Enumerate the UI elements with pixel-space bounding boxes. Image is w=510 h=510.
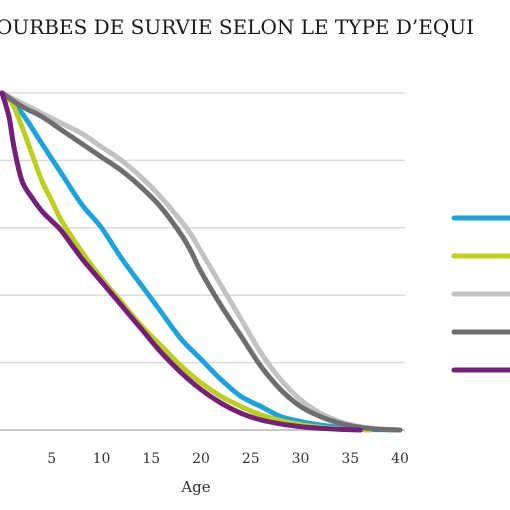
series-line-4 [0, 90, 403, 433]
x-tick-label: 30 [292, 451, 310, 467]
x-tick-label: 20 [192, 451, 210, 467]
chart-title: OURBES DE SURVIE SELON LE TYPE D’EQUI [0, 15, 474, 39]
series-line-3 [0, 90, 403, 433]
series-line-5 [0, 90, 363, 433]
x-tick-label: 15 [142, 451, 160, 467]
legend [451, 215, 510, 373]
gridlines [0, 92, 405, 431]
x-tick-labels: 5 10 15 20 25 30 35 40 [47, 451, 409, 467]
x-tick-label: 40 [391, 451, 409, 467]
x-tick-label: 5 [47, 451, 56, 467]
x-tick-label: 35 [341, 451, 359, 467]
x-axis-label: Age [180, 478, 210, 496]
x-tick-label: 10 [93, 451, 111, 467]
series-line-1 [0, 90, 403, 433]
x-tick-label: 25 [242, 451, 260, 467]
series-layer [0, 90, 403, 433]
